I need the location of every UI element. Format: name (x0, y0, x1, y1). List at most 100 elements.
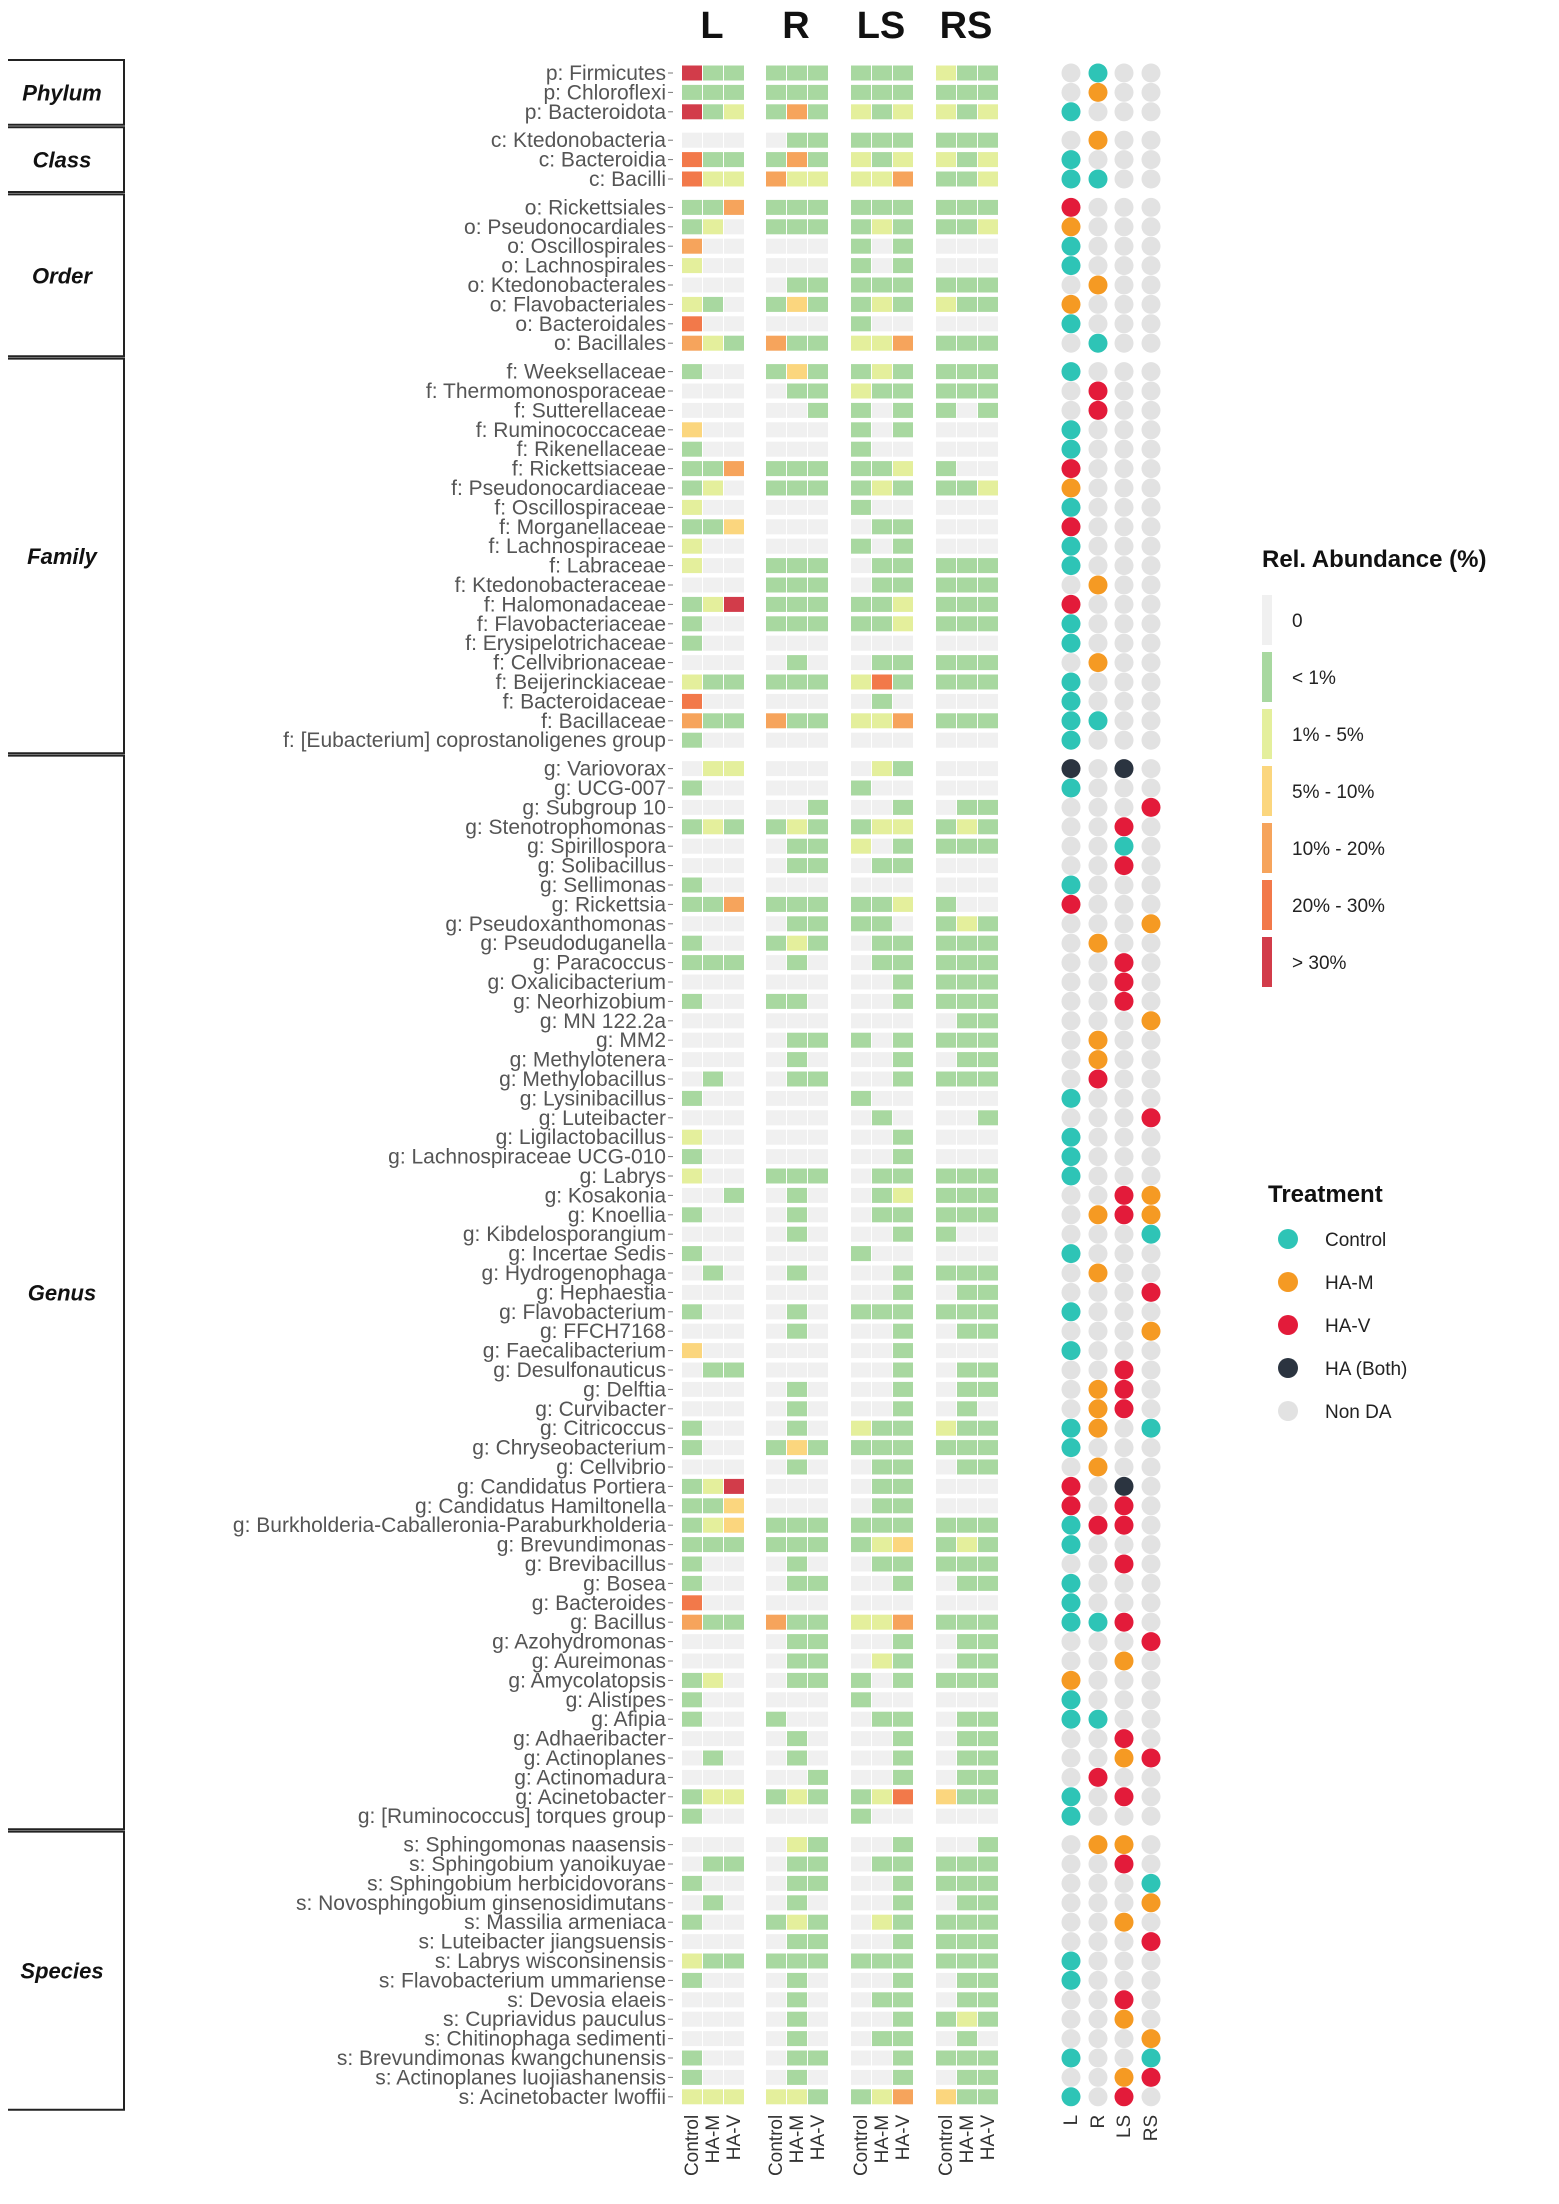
row-label: g: Hephaestia (536, 1281, 666, 1304)
heat-cell (682, 1246, 702, 1262)
heat-cell (936, 1090, 956, 1106)
heat-cell (682, 674, 702, 690)
heat-cell (978, 238, 998, 254)
heat-cell (682, 1895, 702, 1911)
heat-cell (724, 296, 744, 312)
heat-cell (766, 1401, 786, 1417)
da-dot (1114, 236, 1134, 256)
da-dot (1141, 381, 1161, 401)
heat-cell (851, 1090, 871, 1106)
heat-cell (787, 2050, 807, 2066)
heat-cell (936, 780, 956, 796)
row-label: f: Rickettsiaceae (512, 458, 666, 481)
heat-cell (936, 1381, 956, 1397)
heat-cell (872, 819, 892, 835)
heat-cell (724, 1614, 744, 1630)
heat-cell (703, 1634, 723, 1650)
heat-cell (808, 858, 828, 874)
heat-cell (766, 538, 786, 554)
heat-cell (703, 1362, 723, 1378)
row-label: g: Hydrogenophaga (482, 1262, 667, 1285)
heat-cell (872, 2011, 892, 2027)
da-dot (1061, 1418, 1081, 1438)
heat-cell (787, 1032, 807, 1048)
heat-cell (724, 2069, 744, 2085)
da-dot (1061, 594, 1081, 614)
da-dot (1141, 439, 1161, 459)
heat-cell (682, 1972, 702, 1988)
heat-cell (851, 1517, 871, 1533)
treatment-legend-dot (1278, 1229, 1298, 1249)
da-dot (1114, 556, 1134, 576)
heat-cell (936, 1837, 956, 1853)
heat-cell (936, 1032, 956, 1048)
heat-cell (872, 1653, 892, 1669)
heat-cell (724, 461, 744, 477)
da-dot (1061, 556, 1081, 576)
da-dot (1061, 2087, 1081, 2107)
heat-cell (957, 1595, 977, 1611)
heat-cell (682, 1129, 702, 1145)
heat-cell (682, 1304, 702, 1320)
heat-cell (724, 538, 744, 554)
row-label: g: Paracoccus (533, 952, 666, 975)
heat-cell (787, 171, 807, 187)
da-dot (1088, 1011, 1108, 1031)
da-dot (1114, 836, 1134, 856)
heat-cell (893, 1149, 913, 1165)
da-dot (1114, 953, 1134, 973)
heat-cell (851, 616, 871, 632)
heat-cell (787, 258, 807, 274)
da-dot (1088, 1476, 1108, 1496)
heat-cell (872, 152, 892, 168)
heat-cell (872, 1672, 892, 1688)
heat-cell (682, 1381, 702, 1397)
heat-cell (766, 1381, 786, 1397)
heat-cell (766, 558, 786, 574)
heat-cell (682, 1711, 702, 1727)
heat-cell (724, 2031, 744, 2047)
row-label: o: Oscillospirales (507, 235, 666, 258)
heat-cell (957, 2089, 977, 2105)
rank-bracket (8, 754, 125, 1831)
heat-cell (703, 277, 723, 293)
da-dot (1088, 711, 1108, 731)
heat-cell (936, 1362, 956, 1378)
abundance-legend-label: 20% - 30% (1292, 896, 1385, 917)
heat-cell (851, 1401, 871, 1417)
heat-cell (682, 2050, 702, 2066)
da-dot (1061, 1438, 1081, 1458)
da-dot (1141, 275, 1161, 295)
heat-cell (872, 1246, 892, 1262)
heat-cell (851, 171, 871, 187)
heat-cell (724, 238, 744, 254)
da-dot (1114, 1912, 1134, 1932)
da-dot (1114, 439, 1134, 459)
heat-cell (808, 2089, 828, 2105)
heat-cell (851, 2069, 871, 2085)
heat-cell (724, 219, 744, 235)
heat-cell (872, 519, 892, 535)
heat-cell (787, 152, 807, 168)
heat-cell (808, 674, 828, 690)
da-dot (1141, 1011, 1161, 1031)
heat-cell (682, 616, 702, 632)
abundance-legend-swatch (1262, 880, 1272, 930)
heat-cell (893, 1459, 913, 1475)
heat-cell (766, 1556, 786, 1572)
heat-cell (957, 1090, 977, 1106)
heat-cell (851, 819, 871, 835)
heat-cell (724, 1168, 744, 1184)
da-dot (1088, 991, 1108, 1011)
row-label: g: Delftia (583, 1378, 666, 1401)
heat-cell (957, 693, 977, 709)
da-dot (1061, 1341, 1081, 1361)
da-dot (1114, 217, 1134, 237)
row-label: f: Flavobacteriaceae (477, 613, 666, 636)
heat-cell (787, 84, 807, 100)
heat-cell (872, 238, 892, 254)
heat-cell (936, 1634, 956, 1650)
heat-cell (851, 674, 871, 690)
heat-cell (936, 2069, 956, 2085)
heat-cell (724, 1304, 744, 1320)
